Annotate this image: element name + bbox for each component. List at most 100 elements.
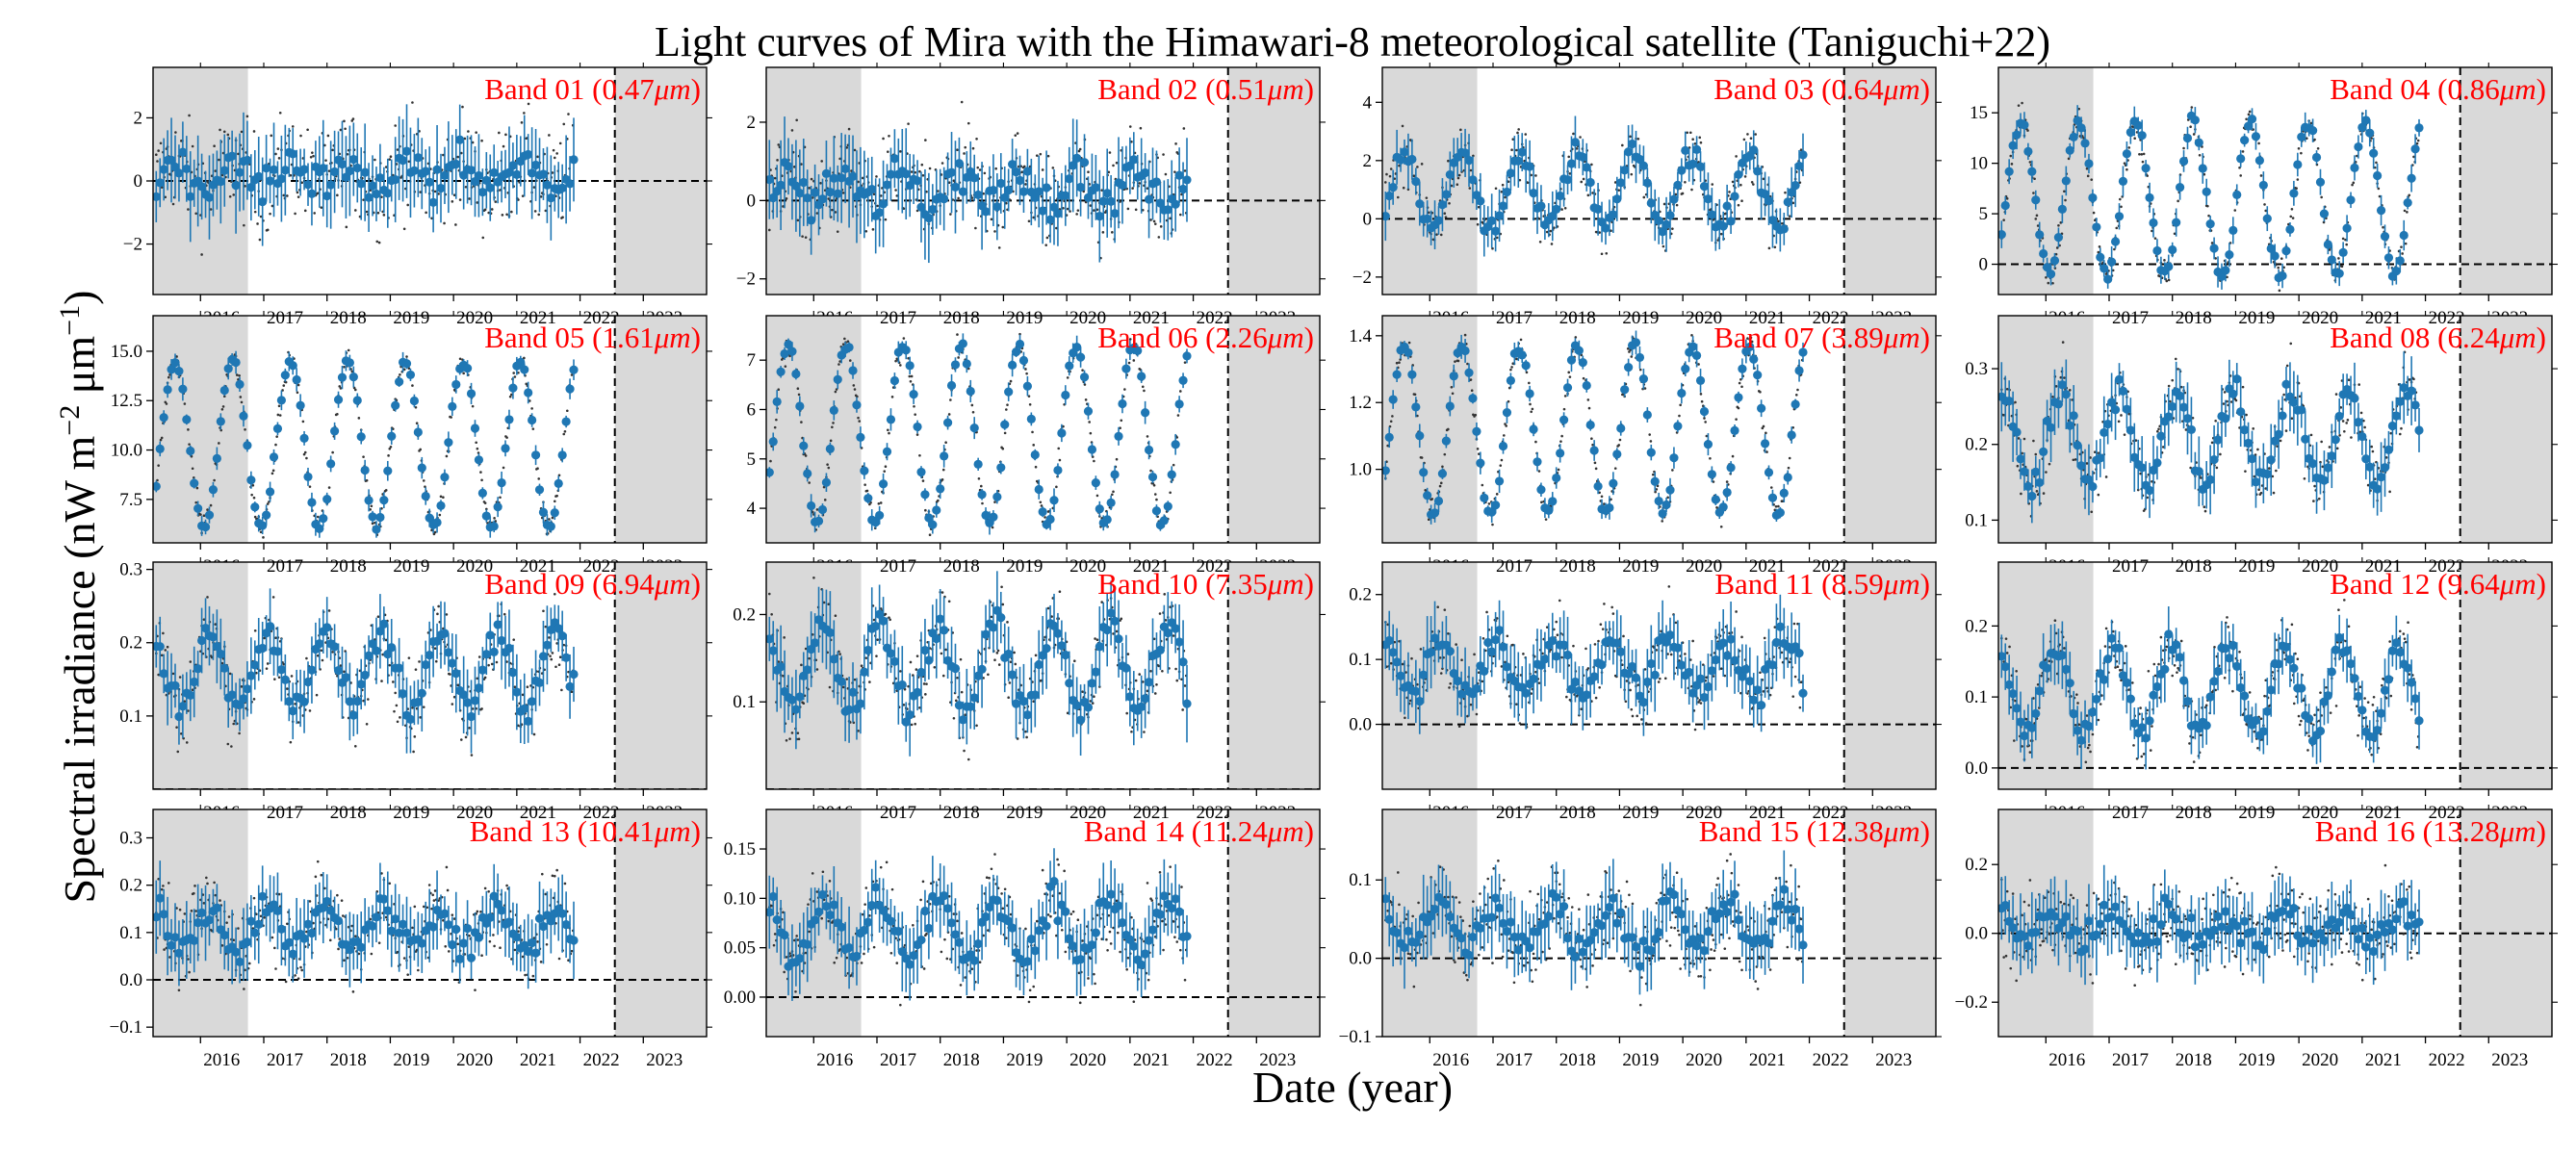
raw-point [1750, 340, 1754, 344]
raw-point [517, 371, 520, 374]
raw-point [1505, 424, 1507, 427]
data-point [844, 343, 854, 352]
raw-point [976, 166, 980, 169]
raw-point [523, 112, 526, 115]
x-tick-label: 2017 [880, 308, 916, 328]
x-tick-label: 2019 [393, 556, 429, 577]
raw-point [537, 213, 541, 217]
raw-point [1450, 184, 1454, 188]
raw-point [1515, 148, 1518, 152]
data-point [391, 174, 400, 185]
raw-point [159, 438, 163, 442]
raw-point [523, 356, 526, 360]
data-point [2103, 274, 2113, 284]
data-point [1548, 211, 1558, 221]
raw-point [1003, 431, 1007, 435]
raw-point [2125, 167, 2128, 171]
raw-point [1761, 426, 1765, 430]
data-point [1749, 354, 1759, 364]
x-tick-label: 2018 [1559, 556, 1596, 577]
raw-point [2034, 452, 2038, 456]
raw-point [1594, 467, 1598, 471]
data-point [530, 160, 541, 170]
raw-point [1430, 498, 1434, 500]
raw-point [888, 134, 890, 138]
raw-point [2245, 117, 2248, 121]
raw-point [914, 170, 916, 174]
raw-point [266, 228, 270, 232]
raw-point [970, 403, 974, 407]
raw-point [253, 210, 257, 214]
raw-point [1519, 338, 1523, 342]
raw-point [1016, 132, 1019, 135]
raw-point [183, 402, 187, 405]
raw-point [884, 465, 888, 469]
raw-point [2322, 220, 2326, 224]
raw-point [1538, 241, 1542, 244]
raw-point [353, 209, 357, 212]
raw-point [2028, 161, 2032, 164]
y-tick-label: 2 [1363, 151, 1373, 171]
raw-point [451, 200, 454, 203]
raw-point [561, 216, 564, 219]
y-tick-label: 4 [747, 499, 757, 519]
raw-point [1416, 166, 1419, 168]
x-tick-label: 2017 [2112, 308, 2149, 328]
raw-point [2328, 446, 2331, 449]
raw-point [1024, 368, 1027, 371]
raw-point [2247, 113, 2251, 116]
data-point [2383, 445, 2394, 454]
raw-point [2151, 479, 2153, 483]
data-point [288, 149, 297, 159]
raw-point [2068, 389, 2072, 392]
raw-point [902, 337, 906, 340]
raw-point [1587, 406, 1591, 410]
data-point [2053, 399, 2064, 409]
data-point [2205, 475, 2215, 484]
raw-point [1487, 502, 1491, 505]
raw-point [1146, 435, 1149, 438]
x-tick-label: 2017 [1496, 556, 1533, 577]
data-point [565, 384, 575, 394]
data-point [2053, 233, 2064, 243]
raw-point [167, 375, 170, 379]
data-point [368, 181, 377, 191]
data-point [1585, 420, 1595, 430]
raw-point [430, 528, 433, 532]
raw-point [459, 151, 463, 155]
data-point [223, 364, 233, 373]
raw-point [2054, 252, 2058, 256]
raw-point [1557, 468, 1560, 472]
raw-point [1115, 161, 1119, 165]
raw-point [2005, 387, 2009, 391]
raw-point [353, 388, 357, 392]
panel-1: −20220162017201820192020202120222023Band… [123, 63, 712, 328]
raw-point [2086, 174, 2090, 178]
raw-point [2055, 246, 2059, 249]
raw-point [1402, 186, 1405, 190]
raw-point [194, 212, 197, 216]
raw-point [270, 134, 273, 138]
raw-point [493, 517, 496, 520]
data-point [1635, 352, 1645, 363]
raw-point [1712, 218, 1715, 221]
raw-point [399, 372, 401, 376]
raw-point [510, 393, 513, 397]
raw-point [2245, 413, 2248, 417]
raw-point [2377, 187, 2381, 191]
data-point [2080, 139, 2090, 148]
raw-point [1740, 199, 1743, 203]
data-point [497, 477, 506, 488]
raw-point [1765, 450, 1768, 453]
raw-point [2189, 125, 2192, 129]
raw-point [2169, 399, 2172, 403]
data-point [1753, 167, 1763, 176]
data-point [791, 181, 801, 191]
raw-point [2259, 174, 2263, 177]
data-point [534, 485, 545, 495]
data-point [2194, 138, 2203, 147]
data-point [428, 197, 438, 207]
data-point [1004, 185, 1014, 195]
raw-point [937, 499, 940, 502]
raw-point [2257, 141, 2260, 145]
